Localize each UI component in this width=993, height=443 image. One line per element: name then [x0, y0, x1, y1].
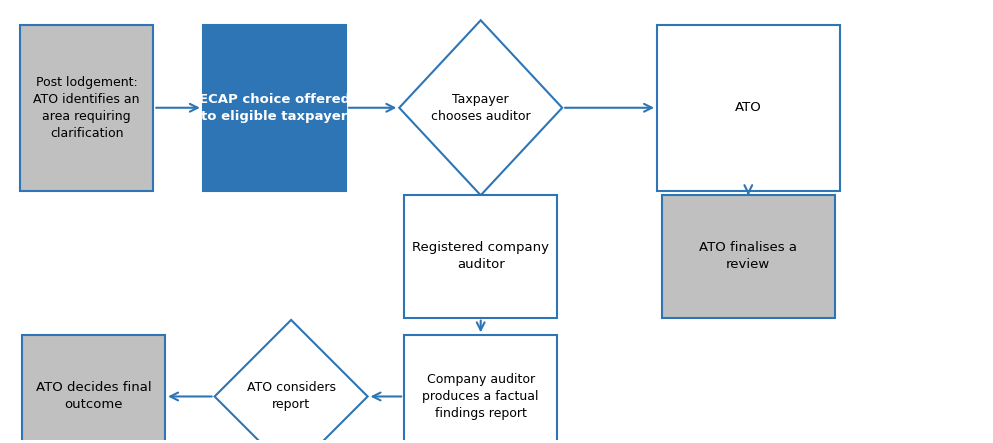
- Text: Post lodgement:
ATO identifies an
area requiring
clarification: Post lodgement: ATO identifies an area r…: [34, 76, 140, 140]
- FancyBboxPatch shape: [20, 25, 153, 191]
- Text: ATO considers
report: ATO considers report: [246, 381, 336, 412]
- Text: ATO decides final
outcome: ATO decides final outcome: [36, 381, 152, 412]
- Text: ATO: ATO: [735, 101, 762, 114]
- Text: Registered company
auditor: Registered company auditor: [412, 241, 549, 272]
- FancyBboxPatch shape: [404, 195, 557, 318]
- Text: Taxpayer
chooses auditor: Taxpayer chooses auditor: [431, 93, 530, 123]
- FancyBboxPatch shape: [22, 335, 165, 443]
- Polygon shape: [399, 20, 562, 195]
- FancyBboxPatch shape: [203, 25, 346, 191]
- FancyBboxPatch shape: [657, 25, 840, 191]
- Text: ATO finalises a
review: ATO finalises a review: [699, 241, 797, 272]
- FancyBboxPatch shape: [404, 335, 557, 443]
- Text: ECAP choice offered
to eligible taxpayer: ECAP choice offered to eligible taxpayer: [199, 93, 350, 123]
- Text: Company auditor
produces a factual
findings report: Company auditor produces a factual findi…: [422, 373, 539, 420]
- FancyBboxPatch shape: [662, 195, 835, 318]
- Polygon shape: [214, 320, 367, 443]
